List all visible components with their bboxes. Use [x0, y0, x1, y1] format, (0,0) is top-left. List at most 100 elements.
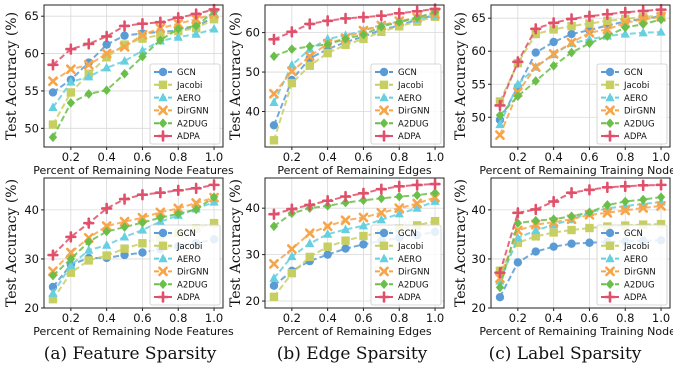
data-point-jacobi: [269, 136, 279, 145]
legend-label: ADPA: [624, 132, 647, 142]
x-tick-label: 0.4: [319, 150, 337, 164]
legend-box: [596, 224, 668, 306]
data-point-dirgnn: [304, 51, 315, 62]
data-point-jacobi: [66, 268, 76, 277]
data-point-aero: [119, 231, 130, 241]
y-axis-label: Test Accuracy (%): [228, 12, 244, 140]
data-point-dirgnn: [495, 130, 505, 141]
data-point-a2dug: [377, 21, 386, 32]
y-tick-label: 20: [471, 301, 486, 315]
legend-marker-aero: [158, 92, 168, 102]
series-dirgnn: [269, 192, 440, 269]
plot-frame: [43, 4, 224, 148]
data-point-gcn: [567, 239, 576, 248]
chart-panel-3: 0.2 0.4 0.6 0.8 1.0 50 55 60 65 Percent of Remain…: [453, 3, 673, 177]
data-point-adpa: [83, 217, 95, 229]
data-point-jacobi: [323, 48, 332, 58]
y-tick-label: 60: [471, 44, 486, 58]
series-line-dirgnn: [52, 196, 215, 272]
data-point-jacobi: [305, 61, 314, 70]
data-point-a2dug: [638, 194, 648, 205]
data-point-adpa: [286, 203, 298, 215]
data-point-adpa: [268, 208, 280, 220]
data-point-aero: [287, 251, 297, 261]
data-point-jacobi: [531, 232, 540, 241]
series-line-a2dug: [273, 191, 436, 228]
data-point-dirgnn: [83, 59, 94, 70]
data-point-jacobi: [377, 27, 386, 37]
legend-entry-aero: AERO: [375, 253, 422, 265]
data-point-gcn: [102, 40, 111, 49]
data-point-a2dug: [513, 218, 523, 228]
legend-marker-jacobi: [379, 241, 389, 250]
legend-label: DirGNN: [177, 268, 209, 278]
x-tick-label: 0.4: [545, 311, 563, 325]
data-point-dirgnn: [620, 205, 631, 216]
x-axis-label: Percent of Remaining Node Features: [33, 164, 234, 177]
caption-label-sparsity: (c) Label Sparsity: [489, 344, 642, 364]
legend-label: ADPA: [177, 132, 200, 142]
series-line-a2dug: [52, 196, 215, 277]
legend-box: [370, 224, 442, 306]
legend-label: GCN: [177, 229, 196, 239]
x-tick-label: 0.6: [580, 150, 598, 164]
data-point-a2dug: [138, 51, 147, 62]
data-point-a2dug: [395, 17, 404, 27]
data-point-a2dug: [102, 226, 111, 237]
series-line-aero: [52, 201, 215, 294]
data-point-dirgnn: [155, 207, 166, 218]
x-tick-label: 0.6: [354, 150, 372, 164]
x-tick-label: 1.0: [652, 150, 670, 164]
legend-label: AERO: [398, 255, 422, 265]
legend-label: DirGNN: [624, 107, 656, 117]
data-point-aero: [340, 224, 351, 234]
data-point-dirgnn: [119, 216, 130, 227]
data-point-dirgnn: [638, 203, 649, 213]
x-tick-label: 1.0: [205, 311, 223, 325]
chart-panels: 0.2 0.4 0.6 0.8 1.0 50 55 60 65 Percent of Remain…: [4, 3, 673, 338]
data-point-jacobi: [549, 228, 558, 237]
x-tick-label: 0.8: [169, 150, 187, 164]
legend-label: Jacobi: [397, 81, 423, 91]
data-point-adpa: [304, 18, 316, 30]
x-tick-label: 0.4: [98, 311, 116, 325]
data-point-a2dug: [549, 60, 558, 71]
y-tick-label: 30: [471, 252, 486, 266]
data-point-gcn: [120, 250, 129, 260]
data-point-gcn: [120, 31, 129, 40]
series-line-dirgnn: [52, 13, 215, 83]
data-point-dirgnn: [656, 201, 666, 211]
data-point-a2dug: [621, 196, 630, 207]
chart-panel-6: 0.2 0.4 0.6 0.8 1.0 20 30 40 Percent of Remainin…: [453, 177, 673, 338]
legend-marker-dirgnn: [605, 266, 615, 277]
data-point-dirgnn: [48, 76, 58, 87]
data-point-a2dug: [66, 254, 76, 264]
data-point-aero: [495, 119, 505, 129]
legend-label: Jacobi: [397, 242, 423, 252]
x-tick-label: 1.0: [652, 311, 670, 325]
x-tick-label: 0.8: [616, 150, 634, 164]
legend-label: AERO: [398, 94, 422, 104]
data-point-aero: [269, 97, 279, 107]
legend-entry-jacobi: Jacobi: [601, 80, 649, 91]
legend-label: DirGNN: [177, 107, 209, 117]
data-point-aero: [358, 220, 369, 230]
data-point-adpa: [494, 99, 506, 112]
series-line-a2dug: [52, 10, 215, 138]
data-point-adpa: [339, 190, 352, 203]
data-point-jacobi: [120, 40, 129, 49]
data-point-dirgnn: [101, 221, 112, 231]
legend-entry-a2dug: A2DUG: [154, 279, 208, 290]
plot-frame: [264, 177, 445, 309]
legend-marker-adpa: [604, 291, 616, 303]
data-point-jacobi: [359, 231, 368, 241]
series-line-adpa: [498, 8, 662, 106]
series-line-adpa: [273, 7, 436, 41]
data-point-jacobi: [287, 78, 297, 88]
data-point-adpa: [565, 187, 578, 199]
data-point-a2dug: [48, 132, 58, 143]
x-tick-label: 0.6: [133, 150, 151, 164]
series-a2dug: [48, 6, 219, 143]
data-point-a2dug: [395, 191, 404, 202]
data-point-adpa: [637, 5, 649, 17]
